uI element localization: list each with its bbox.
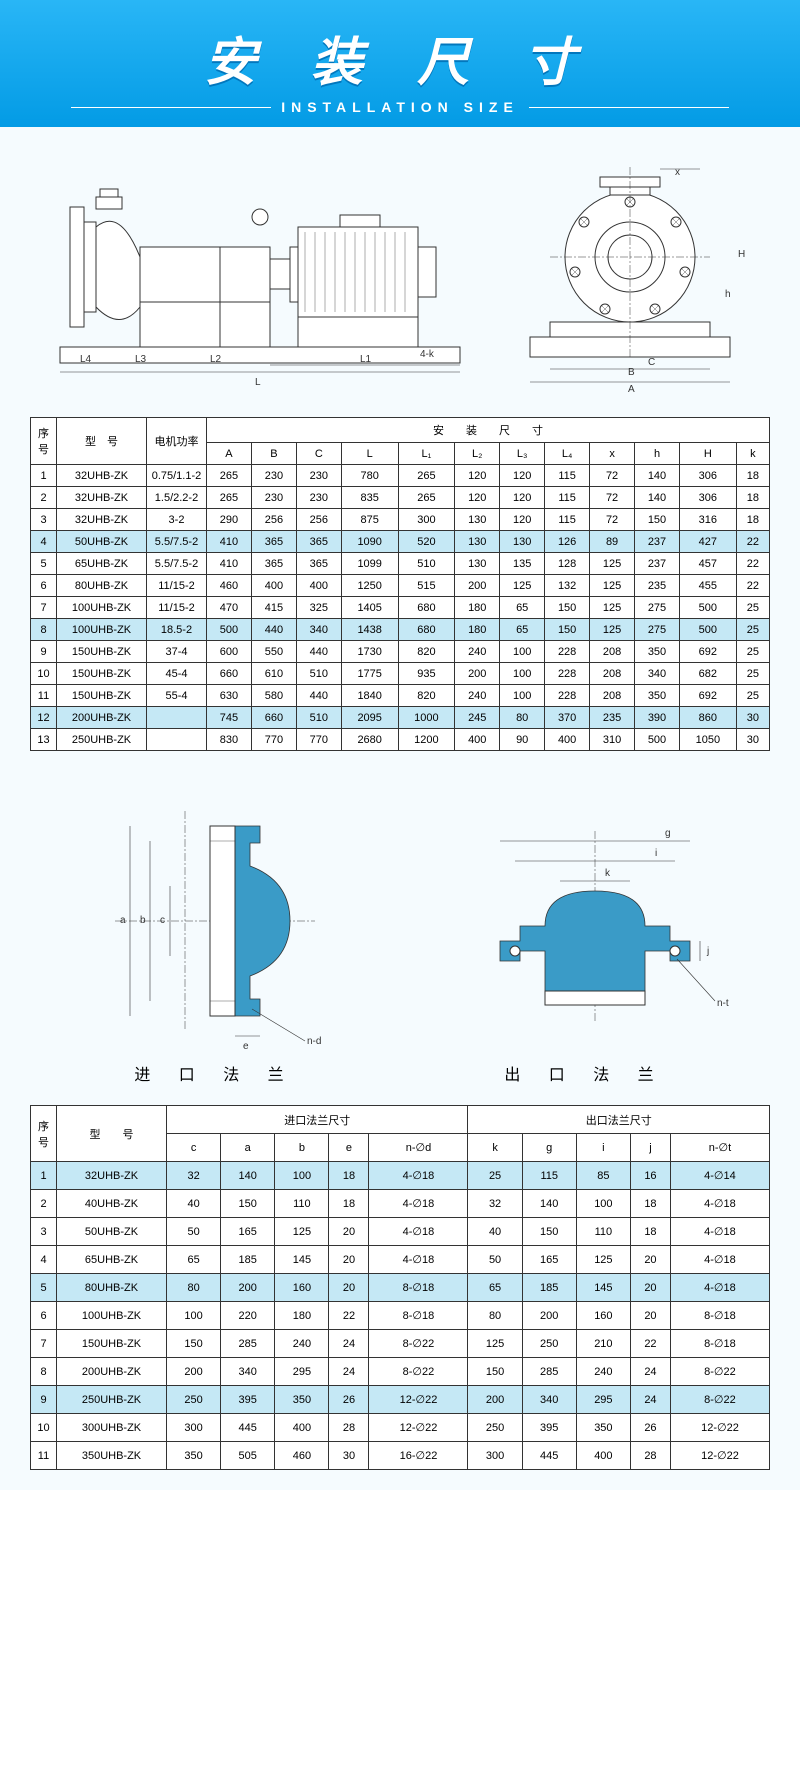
header: 安 装 尺 寸 INSTALLATION SIZE (0, 0, 800, 127)
table2-header: 序号 型 号 进口法兰尺寸 出口法兰尺寸 caben-∅dkgijn-∅t (31, 1106, 770, 1162)
inlet-flange-diagram: a b c e n-d (55, 791, 355, 1051)
svg-text:L4: L4 (80, 354, 92, 365)
svg-text:b: b (140, 915, 146, 926)
header-title-cn: 安 装 尺 寸 (0, 20, 800, 95)
svg-text:A: A (628, 384, 635, 395)
svg-text:e: e (243, 1041, 249, 1051)
svg-text:c: c (160, 915, 165, 926)
table-row: 11150UHB-ZK55-46305804401840820240100228… (31, 685, 770, 707)
inlet-flange-label: 进 口 法 兰 (134, 1061, 295, 1085)
table1-header: 序号 型 号 电机功率 安 装 尺 寸 ABCLL₁L₂L₃L₄xhHk (31, 418, 770, 465)
table-row: 7100UHB-ZK11/15-247041532514056801806515… (31, 597, 770, 619)
table-row: 240UHB-ZK40150110184-∅1832140100184-∅18 (31, 1190, 770, 1218)
pump-side-view-diagram: L L1 L2 L3 L4 4-k (40, 147, 480, 397)
table-row: 132UHB-ZK0.75/1.1-2265230230780265120120… (31, 465, 770, 487)
svg-text:n-t: n-t (717, 998, 729, 1009)
table-row: 12200UHB-ZK74566051020951000245803702353… (31, 707, 770, 729)
table-row: 580UHB-ZK80200160208-∅1865185145204-∅18 (31, 1274, 770, 1302)
table-row: 9250UHB-ZK2503953502612-∅22200340295248-… (31, 1386, 770, 1414)
svg-text:L1: L1 (360, 354, 372, 365)
header-title-en: INSTALLATION SIZE (281, 99, 519, 115)
table-row: 680UHB-ZK11/15-2460400400125051520012513… (31, 575, 770, 597)
outlet-flange-label: 出 口 法 兰 (504, 1061, 665, 1085)
pump-front-view-diagram: A B C H h x (500, 147, 760, 397)
table-row: 10300UHB-ZK3004454002812-∅22250395350261… (31, 1414, 770, 1442)
svg-text:h: h (725, 289, 731, 300)
svg-text:j: j (706, 946, 709, 957)
svg-text:k: k (605, 868, 611, 879)
svg-text:i: i (655, 848, 657, 859)
table-row: 8100UHB-ZK18.5-2500440340143868018065150… (31, 619, 770, 641)
table-row: 9150UHB-ZK37-460055044017308202401002282… (31, 641, 770, 663)
table-row: 6100UHB-ZK100220180228-∅1880200160208-∅1… (31, 1302, 770, 1330)
svg-text:H: H (738, 249, 745, 260)
table-row: 350UHB-ZK50165125204-∅1840150110184-∅18 (31, 1218, 770, 1246)
svg-text:L2: L2 (210, 354, 222, 365)
installation-size-table: 序号 型 号 电机功率 安 装 尺 寸 ABCLL₁L₂L₃L₄xhHk 132… (30, 417, 770, 751)
table-row: 465UHB-ZK65185145204-∅1850165125204-∅18 (31, 1246, 770, 1274)
table-row: 10150UHB-ZK45-46606105101775935200100228… (31, 663, 770, 685)
svg-text:n-d: n-d (307, 1036, 321, 1047)
table-row: 565UHB-ZK5.5/7.5-24103653651099510130135… (31, 553, 770, 575)
svg-text:a: a (120, 915, 126, 926)
flange-diagrams: a b c e n-d g i k j n-t (30, 791, 770, 1051)
table-row: 11350UHB-ZK3505054603016-∅22300445400281… (31, 1442, 770, 1470)
svg-text:L: L (255, 377, 261, 388)
table-row: 232UHB-ZK1.5/2.2-22652302308352651201201… (31, 487, 770, 509)
table-row: 13250UHB-ZK83077077026801200400904003105… (31, 729, 770, 751)
svg-text:x: x (675, 167, 680, 178)
flange-size-table: 序号 型 号 进口法兰尺寸 出口法兰尺寸 caben-∅dkgijn-∅t 13… (30, 1105, 770, 1470)
svg-text:C: C (648, 357, 655, 368)
svg-text:L3: L3 (135, 354, 147, 365)
svg-text:4-k: 4-k (420, 349, 435, 360)
svg-text:g: g (665, 828, 671, 839)
outlet-flange-diagram: g i k j n-t (445, 791, 745, 1051)
svg-text:B: B (628, 367, 635, 378)
table-row: 450UHB-ZK5.5/7.5-24103653651090520130130… (31, 531, 770, 553)
table-row: 8200UHB-ZK200340295248-∅22150285240248-∅… (31, 1358, 770, 1386)
table-row: 332UHB-ZK3-22902562568753001301201157215… (31, 509, 770, 531)
pump-diagrams: L L1 L2 L3 L4 4-k A B C H h x (30, 147, 770, 397)
table-row: 132UHB-ZK32140100184-∅182511585164-∅14 (31, 1162, 770, 1190)
table-row: 7150UHB-ZK150285240248-∅22125250210228-∅… (31, 1330, 770, 1358)
